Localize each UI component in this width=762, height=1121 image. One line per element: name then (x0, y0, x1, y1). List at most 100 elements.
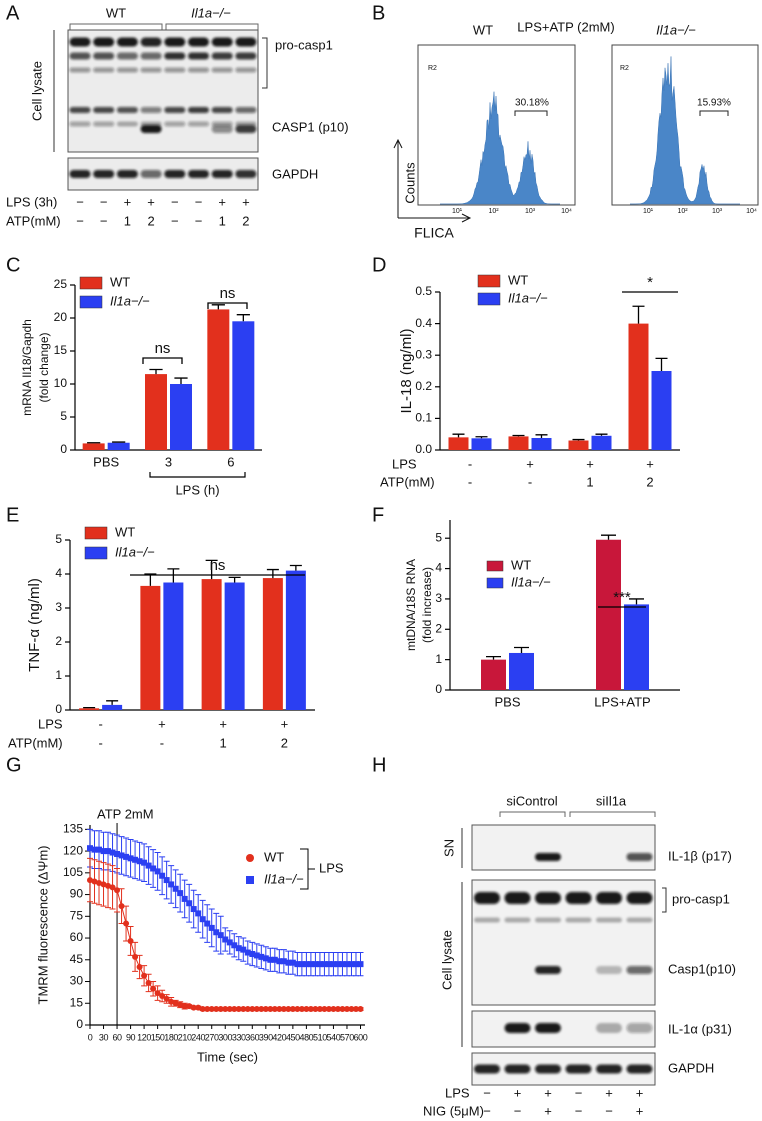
gate-bracket (514, 110, 548, 116)
blot-band (596, 966, 622, 974)
point (267, 956, 274, 963)
point (150, 865, 157, 872)
point (330, 961, 337, 968)
legend-group: LPS (319, 860, 344, 875)
point (118, 852, 125, 859)
x-tick-label: 420 (272, 1032, 286, 1042)
panel-letter: H (372, 754, 386, 776)
blot-band (140, 67, 162, 73)
error-bar (266, 568, 279, 579)
point (208, 924, 215, 931)
point (96, 846, 103, 853)
point (199, 1006, 206, 1013)
blot-band (235, 37, 257, 47)
band-label: GAPDH (668, 1060, 714, 1075)
x-tick-label: 540 (327, 1032, 341, 1042)
point (226, 1006, 233, 1013)
y-tick-label: 0 (60, 442, 67, 456)
gate-label: R2 (620, 65, 629, 72)
condition-value: + (586, 456, 594, 471)
blot-band (565, 917, 592, 923)
error-bar (632, 305, 645, 324)
point (262, 955, 269, 962)
point (177, 1001, 184, 1008)
axis-arrow (393, 138, 472, 223)
condition-value: + (646, 456, 654, 471)
blot-band (596, 1064, 622, 1074)
y-tick-label: 135 (63, 822, 83, 836)
blot-band (235, 125, 257, 133)
blot-band (235, 170, 257, 178)
blot-band (164, 121, 186, 127)
x-tick-label: 10⁴ (561, 208, 572, 215)
point (181, 1003, 188, 1010)
condition-value: − (483, 1085, 491, 1100)
side-label: SN (441, 839, 456, 857)
y-tick-label: 15 (54, 343, 68, 357)
blot-band (164, 52, 186, 60)
blot (67, 29, 259, 153)
legend-swatch (79, 276, 103, 290)
point (253, 1006, 260, 1013)
bar (568, 440, 589, 450)
bar (224, 582, 245, 710)
x-tick-label: 450 (286, 1032, 300, 1042)
point (244, 949, 251, 956)
condition-value: 2 (147, 213, 154, 228)
condition-value: − (195, 213, 203, 228)
point (150, 985, 157, 992)
band-bracket (262, 37, 268, 89)
point (213, 1006, 220, 1013)
blot-band (626, 1064, 653, 1074)
point (145, 979, 152, 986)
error-bar (205, 559, 218, 580)
condition-label: LPS (3h) (6, 194, 57, 209)
y-tick-label: 2 (435, 621, 442, 635)
bar (79, 708, 100, 710)
blot (471, 1010, 656, 1048)
condition-label: ATP(mM) (380, 474, 435, 489)
bar (145, 374, 167, 450)
error-bar (289, 564, 302, 571)
point (217, 1006, 224, 1013)
point (249, 950, 256, 957)
point (163, 995, 170, 1002)
point (298, 961, 305, 968)
blot-band (93, 170, 115, 178)
point (357, 961, 364, 968)
point (352, 1006, 359, 1013)
condition-label: LPS (445, 1085, 470, 1100)
point (339, 961, 346, 968)
significance-label: ns (210, 557, 226, 574)
bar (170, 384, 192, 450)
x-tick-label: 10² (488, 208, 499, 215)
blot-band (188, 121, 209, 127)
x-tick-label: 10² (677, 208, 688, 215)
band-label: CASP1 (p10) (272, 119, 349, 134)
blot (471, 824, 656, 871)
point (123, 920, 130, 927)
y-tick-label: 0.1 (415, 411, 432, 425)
condition-value: − (514, 1103, 522, 1118)
x-tick-label: PBS (93, 454, 119, 469)
condition-label: ATP(mM) (8, 735, 63, 750)
x-tick-label: 60 (112, 1032, 122, 1042)
point (276, 958, 283, 965)
side-label: Cell lysate (29, 61, 44, 121)
condition-value: 2 (646, 474, 653, 489)
significance-label: ns (155, 340, 171, 357)
blot-band (565, 1064, 592, 1074)
legend-marker (246, 876, 254, 884)
point (168, 881, 175, 888)
condition-value: − (575, 1103, 583, 1118)
point (195, 1004, 202, 1011)
blot-band (188, 67, 209, 73)
point (159, 872, 166, 879)
condition-value: 1 (124, 213, 131, 228)
point (141, 859, 148, 866)
blot-band (235, 67, 257, 73)
x-axis-label: FLICA (414, 225, 454, 241)
blot (471, 879, 656, 1006)
point (109, 884, 116, 891)
condition-value: + (526, 456, 534, 471)
